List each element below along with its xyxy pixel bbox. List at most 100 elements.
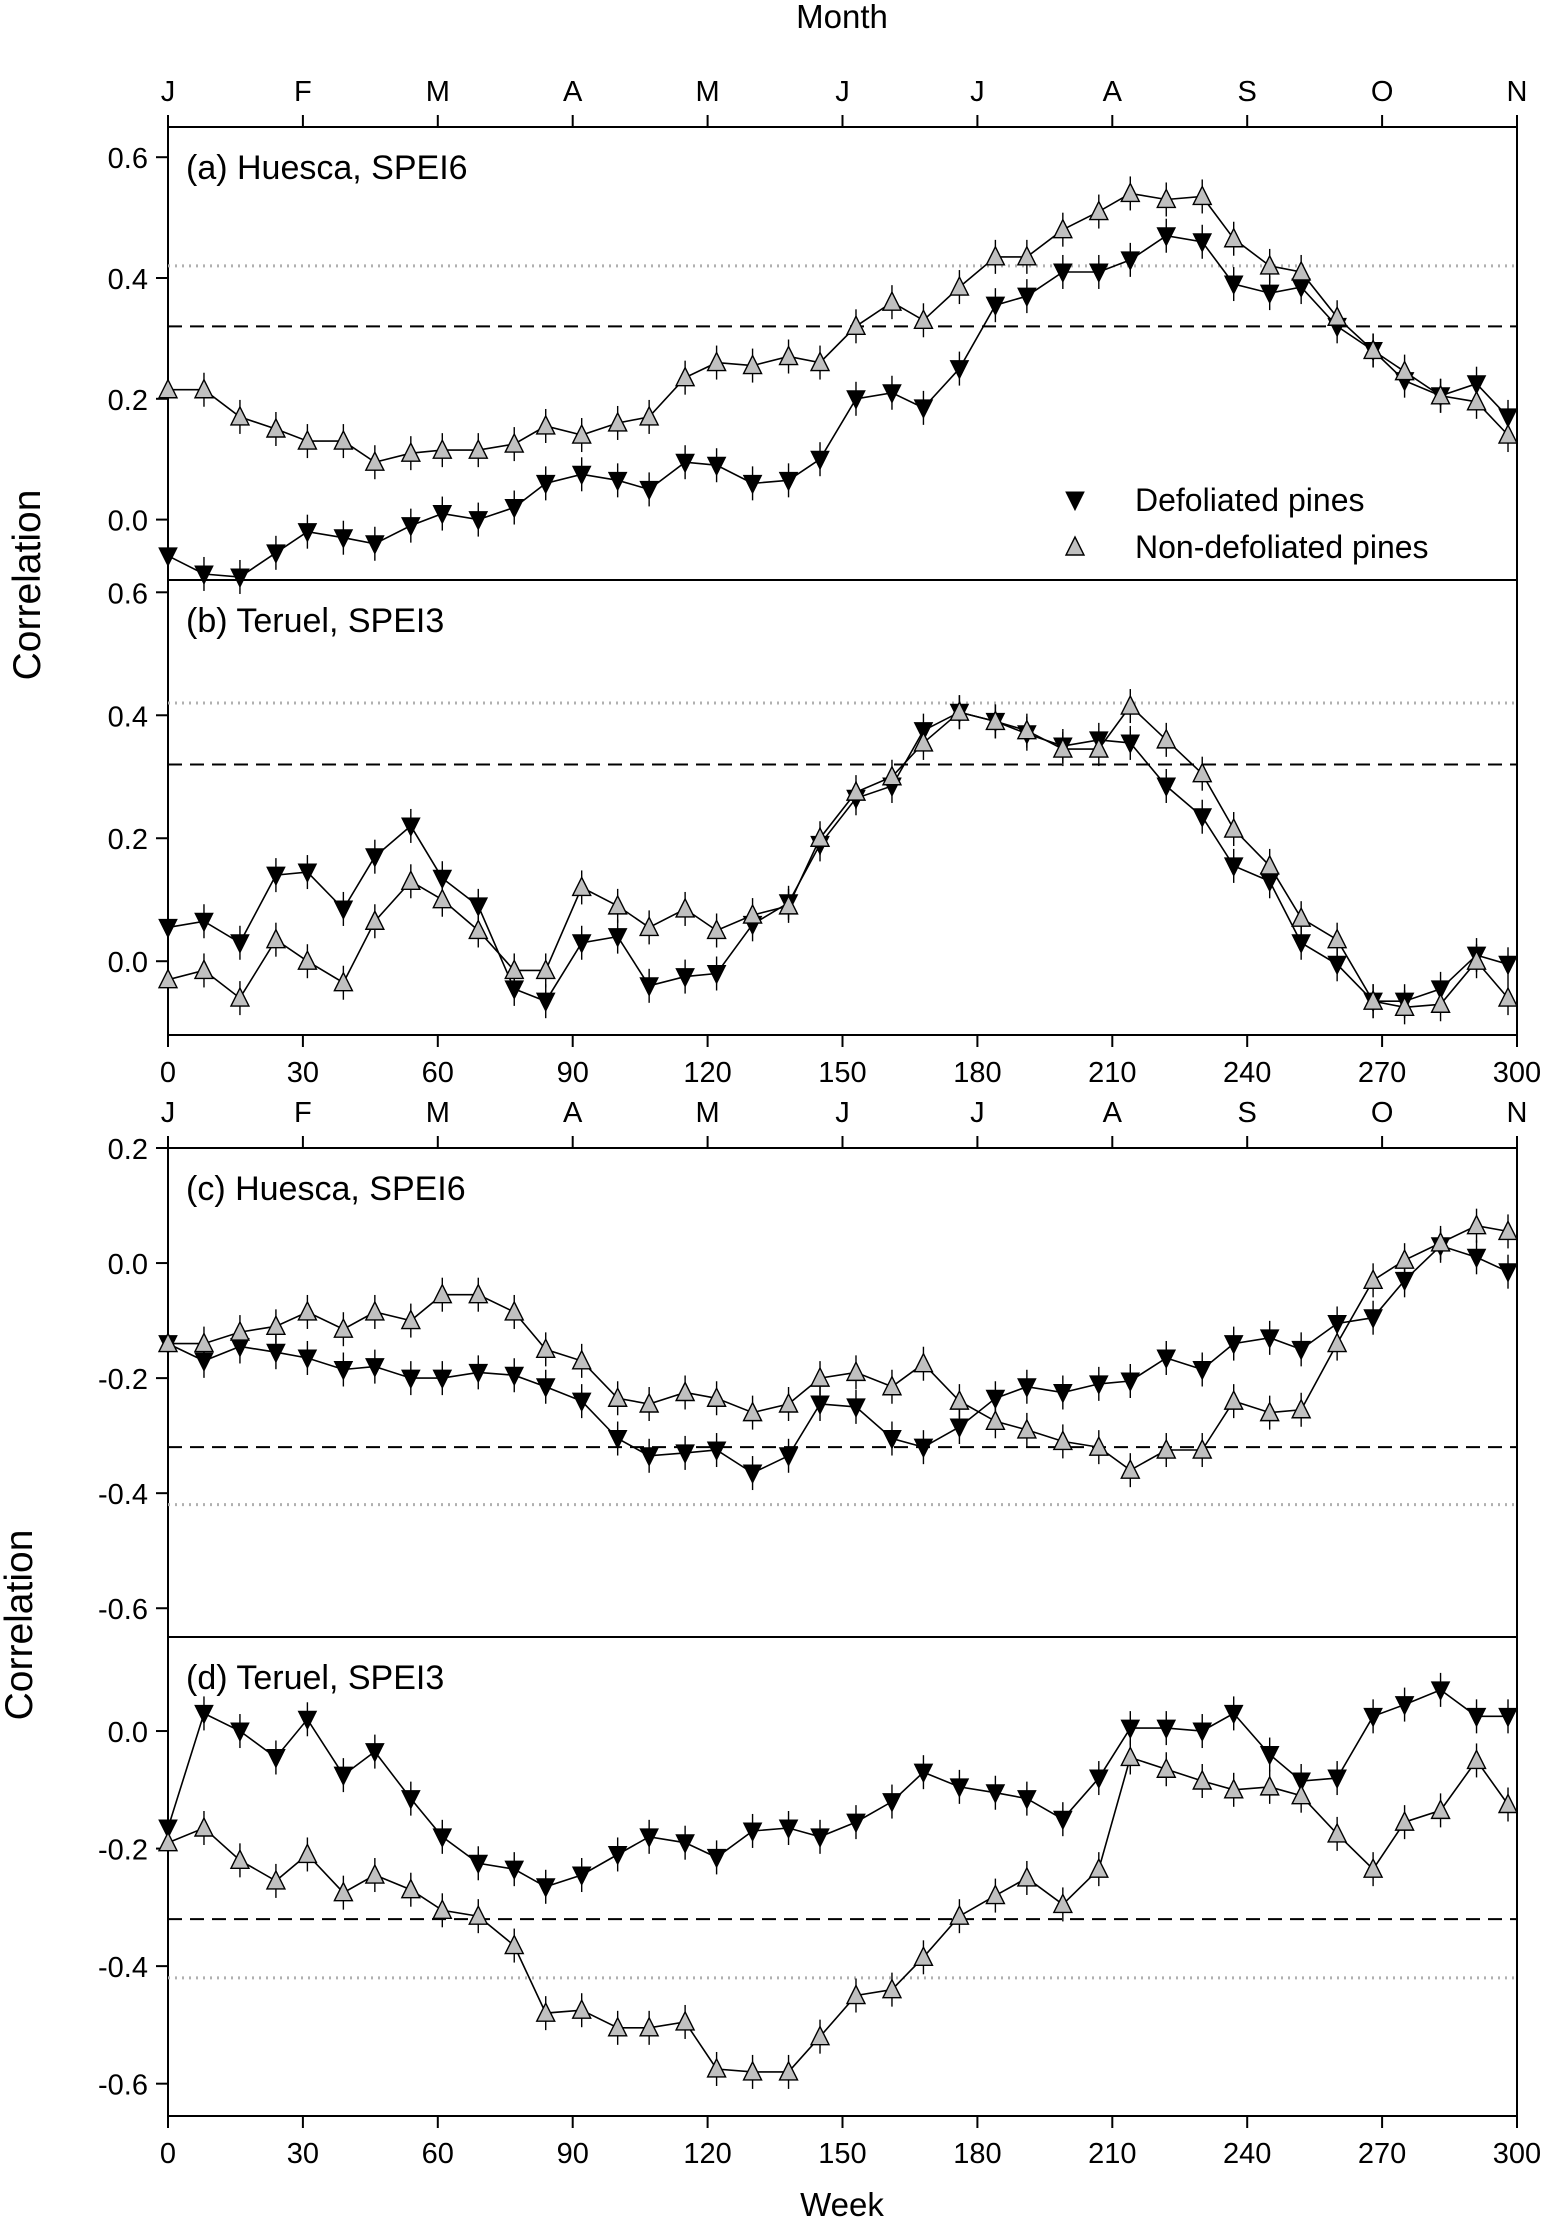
non-defoliated-point [1223,227,1244,248]
month-tick-label: J [835,76,850,108]
non-defoliated-point [949,275,970,296]
non-defoliated-point [193,378,215,399]
defoliated-point [607,1845,628,1866]
non-defoliated-point [1291,1784,1312,1805]
y-tick-label: -0.4 [98,1479,148,1511]
defoliated-point [297,523,318,543]
non-defoliated-point [468,438,489,459]
defoliated-point [333,1766,354,1787]
defoliated-point [1259,1746,1280,1766]
defoliated-point [1053,263,1073,284]
defoliated-point [675,1834,695,1854]
defoliated-point [1089,263,1109,284]
defoliated-point [1466,1707,1487,1728]
non-defoliated-point [881,1375,903,1396]
non-defoliated-point [674,897,696,918]
defoliated-point [810,1395,830,1416]
defoliated-point [639,1828,659,1848]
non-defoliated-point [809,826,831,847]
month-tick-label: M [696,1097,720,1129]
defoliated-point [401,1369,421,1390]
non-defoliated-point [913,1352,934,1373]
non-defoliated-point [949,1904,970,1925]
month-tick-label: F [294,76,312,108]
non-defoliated-point [1223,1778,1244,1799]
defoliated-point [432,505,453,525]
non-defoliated-point [535,414,556,435]
non-defoliated-point [1259,1401,1280,1422]
non-defoliated-point [1430,992,1451,1013]
month-tick-label: M [426,76,450,108]
legend-non-defoliated-icon [1064,535,1086,556]
non-defoliated-point [949,1389,970,1410]
non-defoliated-point [504,1933,525,1955]
non-defoliated-point [432,438,453,459]
month-tick-label: J [161,1097,176,1129]
x-tick-label: 150 [818,1057,866,1089]
non-defoliated-point [845,1360,867,1382]
non-defoliated-point [265,417,287,438]
defoliated-point [468,897,489,917]
non-defoliated-point [468,1904,489,1925]
y-tick-label: 0.6 [108,578,148,610]
x-tick-label: 90 [557,1057,589,1089]
non-defoliated-point [364,1863,385,1884]
defoliated-point [985,1784,1006,1804]
y-tick-label: 0.6 [108,143,148,175]
month-tick-label: J [970,1097,985,1129]
non-defoliated-point [1327,928,1348,949]
defoliated-point [1498,1707,1518,1728]
x-tick-label: 240 [1223,2138,1271,2170]
non-defoliated-point [674,1380,696,1402]
defoliated-point [1192,808,1213,828]
defoliated-point [365,535,385,555]
y-tick-label: 0.2 [108,1134,148,1166]
defoliated-point [706,1441,727,1462]
defoliated-point [432,1828,453,1848]
non-defoliated-point [1430,1798,1451,1820]
x-tick-label: 210 [1088,2138,1136,2170]
non-defoliated-point [1016,1418,1037,1439]
non-defoliated-point [1430,1231,1451,1252]
non-defoliated-point [1192,1438,1213,1459]
x-tick-label: 270 [1358,1057,1406,1089]
correlation-label-upper: Correlation [6,490,49,681]
defoliated-point [882,384,902,404]
x-tick-label: 90 [557,2138,589,2170]
defoliated-point [571,465,592,486]
defoliated-point [230,1722,250,1743]
non-defoliated-point [1259,854,1280,875]
y-tick-label: 0.4 [108,264,148,296]
defoliated-point [194,565,214,586]
defoliated-point [1466,1248,1487,1269]
x-tick-label: 120 [683,1057,731,1089]
non-defoliated-point [845,780,867,801]
defoliated-point [194,1704,214,1725]
defoliated-point [401,1790,421,1810]
x-tick-label: 150 [818,2138,866,2170]
non-defoliated-point [809,2025,831,2046]
month-tick-label: F [294,1097,312,1129]
defoliated-point [432,1369,453,1390]
non-defoliated-point [1497,423,1519,444]
non-defoliated-point [571,423,592,444]
non-defoliated-point [504,432,525,453]
non-defoliated-point [1259,1775,1280,1796]
defoliated-point [1192,1722,1213,1743]
non-defoliated-point [297,1842,318,1864]
defoliated-point [1327,1769,1347,1790]
non-defoliated-point [1291,1398,1312,1419]
defoliated-point [1120,1719,1141,1740]
defoliated-point [535,1878,556,1898]
non-defoliated-point [913,308,934,329]
defoliated-point [913,399,934,419]
defoliated-point [266,544,286,564]
non-defoliated-point [1052,218,1073,239]
defoliated-point [1259,1329,1280,1349]
non-defoliated-point [504,958,525,980]
panel-1: 0.0 0.2 0.4 0.6 J F M A M J J A S O N (a) Huesca, SPEI6… [108,76,1527,594]
defoliated-series-line [167,1244,1509,1474]
non-defoliated-point [193,1332,215,1353]
y-tick-label: -0.2 [98,1364,148,1396]
non-defoliated-series-line [168,192,1509,464]
